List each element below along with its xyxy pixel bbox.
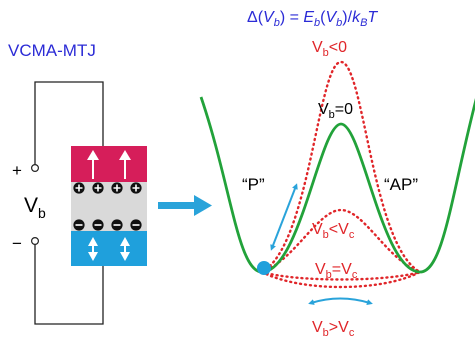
curve-vb-eq-0 xyxy=(199,96,475,274)
plus-sign: + xyxy=(12,161,22,180)
thermal-fluctuation-arrow xyxy=(270,183,298,251)
fixed-layer xyxy=(71,231,147,266)
minus-charge-icon xyxy=(73,219,85,231)
curve-vb-eq-vc xyxy=(260,270,422,281)
fixed-layer-double-arrows xyxy=(88,237,130,261)
label-vb-lt-vc: Vb<Vc xyxy=(312,221,355,241)
plus-charge-icon xyxy=(130,182,142,194)
circuit-wires xyxy=(34,81,104,325)
free-layer xyxy=(71,146,147,182)
positive-charges xyxy=(73,182,142,194)
minus-charge-icon xyxy=(130,219,142,231)
voltage-label: Vb xyxy=(24,194,46,221)
plus-charge-icon xyxy=(92,182,104,194)
label-vb-eq-0: Vb=0 xyxy=(318,101,353,121)
device-title: VCMA-MTJ xyxy=(8,41,96,60)
curve-vb-gt-vc xyxy=(260,270,422,289)
minus-charge-icon xyxy=(111,219,123,231)
plus-charge-icon xyxy=(73,182,85,194)
label-vb-lt-0: Vb<0 xyxy=(312,39,347,59)
label-vb-eq-vc: Vb=Vc xyxy=(315,261,358,281)
curve-vb-lt-0 xyxy=(260,60,422,274)
negative-charges xyxy=(73,219,142,231)
state-particle xyxy=(257,261,271,275)
barrier-formula: Δ(Vb) = Eb(Vb)/kBT xyxy=(247,9,378,29)
state-label-ap: “AP” xyxy=(384,175,418,194)
switching-arrow xyxy=(308,297,373,306)
bottom-terminal xyxy=(31,237,40,246)
curve-vb-lt-vc xyxy=(260,208,422,274)
free-layer-up-arrows xyxy=(87,150,131,179)
top-terminal xyxy=(31,164,40,173)
label-vb-gt-vc: Vb>Vc xyxy=(312,319,355,339)
minus-charge-icon xyxy=(92,219,104,231)
mtj-stack xyxy=(71,146,147,266)
state-label-p: “P” xyxy=(242,175,265,194)
plus-charge-icon xyxy=(111,182,123,194)
minus-sign: − xyxy=(12,234,22,253)
transition-arrow-icon xyxy=(158,195,212,216)
